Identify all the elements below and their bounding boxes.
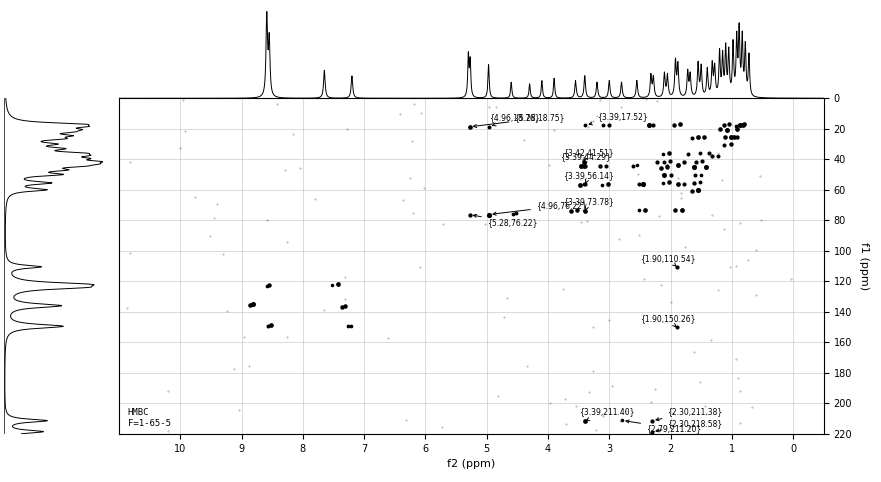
Text: {1.90,150.26}: {1.90,150.26} bbox=[640, 314, 695, 327]
Text: {1.90,110.54}: {1.90,110.54} bbox=[640, 254, 695, 266]
Text: {2.30,218.58}: {2.30,218.58} bbox=[656, 419, 722, 432]
Text: {4.96,76.22}: {4.96,76.22} bbox=[493, 201, 587, 215]
Text: {2.30,211.38}: {2.30,211.38} bbox=[656, 407, 722, 421]
Text: {3.39,17.52}: {3.39,17.52} bbox=[589, 112, 648, 125]
Text: {2.79,211.20}: {2.79,211.20} bbox=[626, 420, 701, 433]
Text: {3.39,73.78}: {3.39,73.78} bbox=[563, 198, 614, 210]
Text: {3.39,211.40}: {3.39,211.40} bbox=[579, 407, 634, 420]
Text: {3.39,56.14}: {3.39,56.14} bbox=[563, 171, 614, 183]
Text: {3.39,44.29}: {3.39,44.29} bbox=[560, 152, 611, 165]
Text: HMBC
F=1-65-5: HMBC F=1-65-5 bbox=[128, 408, 171, 428]
Text: {3.42,41.51}: {3.42,41.51} bbox=[563, 148, 614, 161]
Text: {4.96,18.76}: {4.96,18.76} bbox=[489, 113, 540, 126]
Text: {5.28,76.22}: {5.28,76.22} bbox=[473, 214, 537, 227]
Text: {5.28,18.75}: {5.28,18.75} bbox=[473, 114, 565, 128]
Y-axis label: f1 (ppm): f1 (ppm) bbox=[859, 242, 869, 290]
X-axis label: f2 (ppm): f2 (ppm) bbox=[448, 459, 495, 469]
